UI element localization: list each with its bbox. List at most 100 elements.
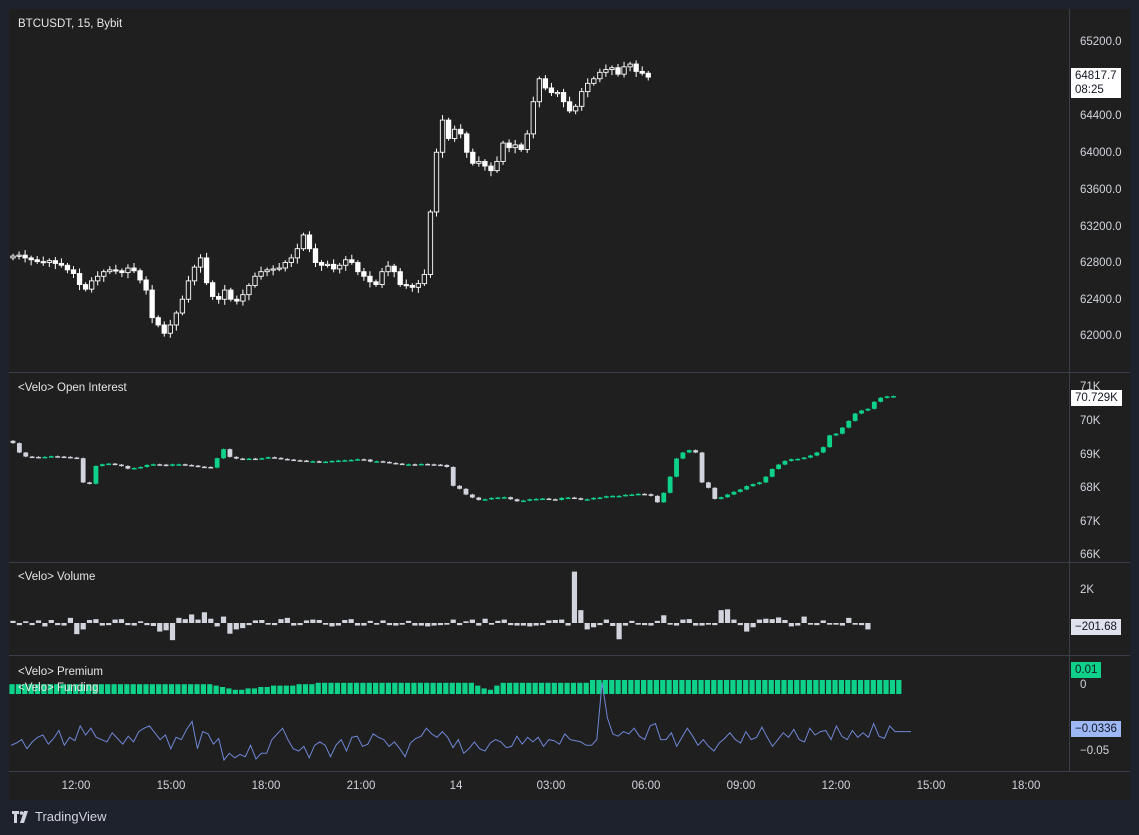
- pane-separator[interactable]: [9, 372, 1130, 373]
- premium-bar: [188, 684, 194, 694]
- funding-badge: −0.0336: [1071, 721, 1121, 737]
- volume-bar: [412, 623, 418, 626]
- oi-candle: [163, 464, 169, 467]
- oi-candle: [623, 494, 628, 497]
- time-tick: 12:00: [61, 780, 91, 792]
- volume-bar: [348, 619, 354, 623]
- price-scale[interactable]: 65200.0 64400.0 64000.0 63600.0 63200.0 …: [1070, 9, 1130, 372]
- oi-candle: [355, 459, 360, 461]
- volume-bar: [182, 619, 188, 623]
- volume-bar: [361, 623, 367, 626]
- oi-tick: 66K: [1080, 549, 1101, 561]
- oi-scale[interactable]: 71K 70K 69K 68K 67K 66K 70.729K: [1070, 373, 1130, 562]
- oi-candle: [661, 492, 667, 503]
- oi-candle: [788, 459, 794, 461]
- volume-bar: [533, 623, 539, 626]
- price-candle: [88, 280, 95, 290]
- volume-bar: [597, 623, 603, 626]
- time-axis[interactable]: 12:00 15:00 18:00 21:00 14 03:00 06:00 0…: [9, 772, 1069, 800]
- oi-candle: [374, 461, 380, 463]
- time-tick: 06:00: [631, 780, 661, 792]
- volume-scale[interactable]: 2K −201.68: [1070, 563, 1130, 655]
- oi-candle: [48, 456, 54, 458]
- premium-bar: [768, 680, 774, 694]
- volume-pane[interactable]: <Velo> Volume: [9, 563, 1069, 655]
- premium-bar: [379, 682, 385, 694]
- premium-bar: [404, 682, 411, 694]
- price-candle: [427, 211, 434, 275]
- premium-bar: [749, 680, 755, 694]
- premium-bar: [264, 687, 270, 694]
- premium-bar: [168, 684, 175, 694]
- volume-bar: [673, 623, 680, 626]
- premium-bar: [666, 680, 672, 694]
- volume-bar: [508, 623, 514, 626]
- price-candle: [246, 285, 252, 296]
- price-tick: 64000.0: [1080, 147, 1122, 159]
- premium-bar: [870, 680, 876, 694]
- price-candle: [367, 275, 373, 283]
- oi-candle: [546, 498, 552, 501]
- bar-countdown: 08:25: [1075, 84, 1104, 96]
- premium-bar: [219, 687, 226, 694]
- price-candle: [167, 324, 173, 334]
- price-candle: [337, 264, 343, 270]
- chart-container[interactable]: BTCUSDT, 15, Bybit <Velo> Open Interest …: [9, 9, 1130, 800]
- open-interest-pane[interactable]: <Velo> Open Interest: [9, 373, 1069, 562]
- price-pane[interactable]: BTCUSDT, 15, Bybit: [9, 9, 1069, 372]
- oi-candle: [635, 493, 641, 496]
- premium-bar: [806, 680, 813, 694]
- volume-bar: [571, 571, 578, 623]
- oi-candle: [87, 482, 92, 484]
- oi-candle: [259, 458, 265, 460]
- time-tick: 18:00: [251, 780, 281, 792]
- price-candle: [119, 270, 125, 274]
- premium-bar: [207, 684, 213, 694]
- volume-bar: [67, 617, 74, 623]
- pane-separator[interactable]: [9, 655, 1130, 656]
- price-candle: [476, 160, 482, 164]
- price-candle: [324, 263, 331, 266]
- price-candle: [560, 92, 567, 103]
- premium-bar: [526, 682, 532, 694]
- premium-bar: [283, 685, 289, 694]
- price-candle: [597, 71, 603, 80]
- volume-bar: [476, 623, 482, 626]
- tradingview-logo[interactable]: TradingView: [12, 809, 107, 824]
- funding-pane[interactable]: <Velo> Premium <Velo> Funding: [9, 656, 1069, 771]
- oi-candle: [846, 420, 852, 428]
- oi-candle: [348, 459, 354, 462]
- price-candle: [76, 273, 83, 285]
- price-candle: [52, 260, 59, 264]
- premium-bar: [813, 680, 819, 694]
- premium-bar: [851, 680, 857, 694]
- oi-candle: [399, 463, 405, 466]
- oi-candle: [291, 459, 297, 462]
- volume-bar: [814, 623, 820, 626]
- premium-bar: [532, 682, 538, 694]
- volume-bar: [450, 619, 456, 623]
- oi-candle: [125, 465, 131, 469]
- volume-bar: [820, 620, 826, 623]
- open-interest-candles: [10, 395, 896, 503]
- pane-separator[interactable]: [9, 562, 1130, 563]
- price-candle: [222, 289, 228, 300]
- funding-scale[interactable]: 0.01 0 −0.0336 −0.05: [1070, 656, 1130, 771]
- price-candle: [16, 254, 22, 257]
- price-candle: [258, 271, 264, 277]
- oi-candle: [674, 458, 679, 477]
- volume-bar: [769, 619, 775, 623]
- premium-bar: [507, 682, 513, 694]
- volume-bar: [201, 612, 207, 623]
- price-candle: [397, 271, 403, 286]
- oi-candle: [450, 466, 456, 486]
- premium-bar: [596, 680, 602, 694]
- volume-bar: [42, 623, 48, 627]
- price-candle: [149, 289, 155, 319]
- oi-candle: [16, 443, 22, 453]
- price-candle: [488, 165, 494, 172]
- oi-candle: [686, 450, 692, 453]
- oi-candle: [444, 464, 450, 467]
- oi-candle: [776, 464, 781, 469]
- premium-bar: [430, 682, 436, 694]
